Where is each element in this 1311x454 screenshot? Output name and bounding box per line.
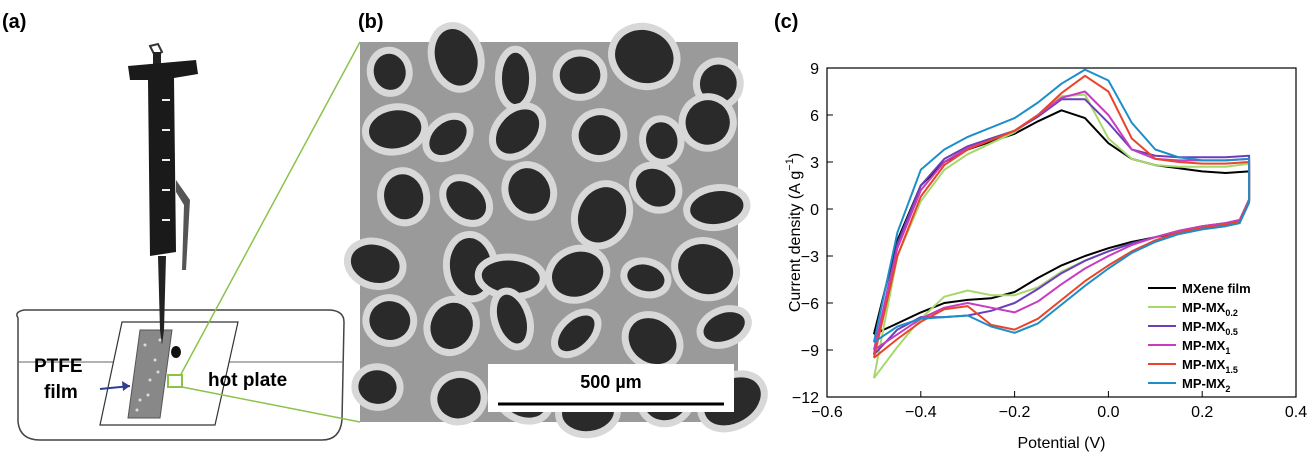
cv-curve	[872, 93, 1251, 379]
x-axis-label: Potential (V)	[1017, 435, 1105, 452]
y-axis-label-sup: −1	[784, 158, 796, 171]
sem-pore	[489, 287, 534, 351]
ptfe-label: PTFE	[34, 356, 83, 377]
legend-name: MP-MX	[1182, 357, 1226, 372]
x-tick-label: −0.6	[811, 404, 843, 421]
sem-pore	[628, 161, 683, 214]
y-axis-label-text: Current density (A g	[787, 171, 804, 312]
sem-pore	[570, 180, 634, 250]
sem-pore	[430, 370, 488, 426]
sem-pore	[377, 167, 431, 227]
sem-pore	[423, 295, 480, 356]
sem-pore	[608, 22, 681, 91]
cv-curve	[872, 74, 1251, 359]
y-tick-label: −9	[801, 343, 819, 360]
legend-label: MP-MX1.5	[1182, 357, 1238, 375]
y-tick-label: 0	[810, 202, 819, 219]
sem-pore	[362, 103, 429, 156]
legend-subscript: 1.5	[1225, 365, 1238, 375]
sem-pore	[427, 22, 485, 93]
legend-name: MXene film	[1182, 281, 1251, 296]
x-tick-label: −0.2	[999, 404, 1031, 421]
sem-pore	[343, 237, 407, 290]
sem-pore	[494, 45, 537, 112]
panel-label: (c)	[774, 11, 798, 33]
y-tick-label: 3	[810, 155, 819, 172]
sem-pore	[552, 49, 608, 101]
plot-frame	[826, 67, 1297, 398]
y-tick-label: 9	[810, 61, 819, 78]
sem-pore	[620, 257, 672, 299]
y-axis-label-tail: )	[787, 153, 804, 158]
sem-pore	[639, 115, 685, 166]
sem-pore	[678, 93, 737, 152]
legend-label: MXene film	[1182, 281, 1251, 296]
panel-a-illustration	[16, 41, 361, 441]
y-tick-label: 6	[810, 108, 819, 125]
legend-name: MP-MX	[1182, 338, 1226, 353]
legend-label: MP-MX1	[1182, 338, 1230, 356]
legend-name: MP-MX	[1182, 376, 1226, 391]
x-tick-label: 0.0	[1097, 404, 1119, 421]
x-tick-label: 0.4	[1285, 404, 1307, 421]
sem-pore	[366, 46, 413, 97]
scale-bar-label: 500 µm	[580, 372, 641, 392]
sem-pore	[683, 184, 751, 232]
sem-pore	[501, 161, 558, 221]
y-tick-label: −12	[792, 390, 819, 407]
y-axis-label: Current density (A g−1)	[784, 153, 804, 312]
legend-subscript: 1	[1225, 346, 1230, 356]
legend-subscript: 0.2	[1225, 308, 1238, 318]
sem-pore	[671, 237, 741, 302]
y-tick-label: −3	[801, 249, 819, 266]
legend-subscript: 2	[1225, 384, 1230, 394]
sem-pore	[351, 363, 404, 411]
sem-pore	[422, 112, 474, 163]
sem-pore	[439, 174, 494, 227]
sem-pore	[551, 308, 602, 359]
sem-pore	[621, 311, 684, 372]
legend-label: MP-MX0.5	[1182, 319, 1238, 337]
legend-subscript: 0.5	[1225, 327, 1238, 337]
sem-pore	[545, 244, 611, 304]
hot-plate-label: hot plate	[208, 370, 287, 391]
ptfe-label: film	[44, 382, 78, 403]
legend-label: MP-MX2	[1182, 376, 1230, 394]
sem-pore	[362, 294, 418, 347]
sem-pore	[571, 108, 628, 163]
sem-pore	[488, 102, 547, 161]
cv-curve	[872, 68, 1251, 344]
y-tick-label: −6	[801, 296, 819, 313]
panel-label: (b)	[358, 11, 384, 33]
sem-pore	[696, 305, 752, 349]
x-tick-label: 0.2	[1191, 404, 1213, 421]
legend-label: MP-MX0.2	[1182, 300, 1238, 318]
legend-name: MP-MX	[1182, 300, 1226, 315]
panel-label: (a)	[2, 11, 26, 33]
x-tick-label: −0.4	[905, 404, 937, 421]
legend-name: MP-MX	[1182, 319, 1226, 334]
